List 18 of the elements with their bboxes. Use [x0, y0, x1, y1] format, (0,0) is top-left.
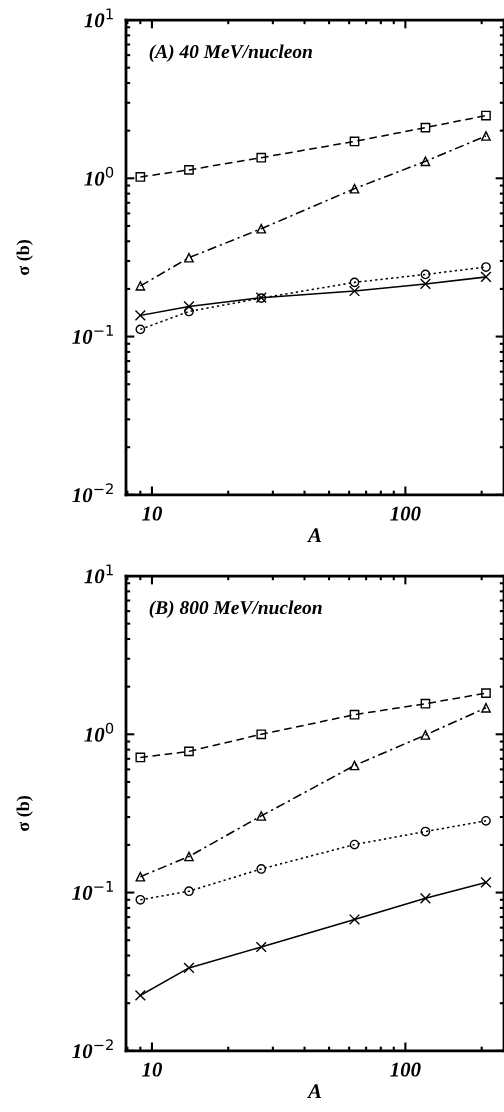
- y-tick-label: 10$^{0}$: [84, 166, 114, 186]
- y-tick-label: 10$^{−1}$: [72, 881, 113, 900]
- x-tick-label: 100: [390, 1062, 421, 1077]
- x-axis-title: A: [306, 1084, 322, 1099]
- x-axis-title: A: [306, 528, 322, 543]
- y-tick-label: 10$^{−2}$: [72, 483, 113, 503]
- x-tick-label: 100: [390, 506, 421, 521]
- y-tick-label: 10$^{1}$: [84, 564, 113, 584]
- y-axis-title: σ (b): [16, 796, 33, 831]
- annotation: (B) 800 MeV/nucleon: [149, 600, 322, 619]
- x-tick-label: 10: [142, 506, 162, 521]
- y-axis-title: σ (b): [16, 240, 33, 275]
- annotation: (A) 40 MeV/nucleon: [149, 44, 312, 63]
- y-tick-label: 10$^{−1}$: [72, 325, 113, 344]
- y-tick-label: 10$^{−2}$: [72, 1039, 113, 1059]
- y-tick-label: 10$^{0}$: [84, 722, 114, 742]
- x-tick-label: 10: [142, 1062, 162, 1077]
- y-tick-label: 10$^{1}$: [84, 8, 113, 28]
